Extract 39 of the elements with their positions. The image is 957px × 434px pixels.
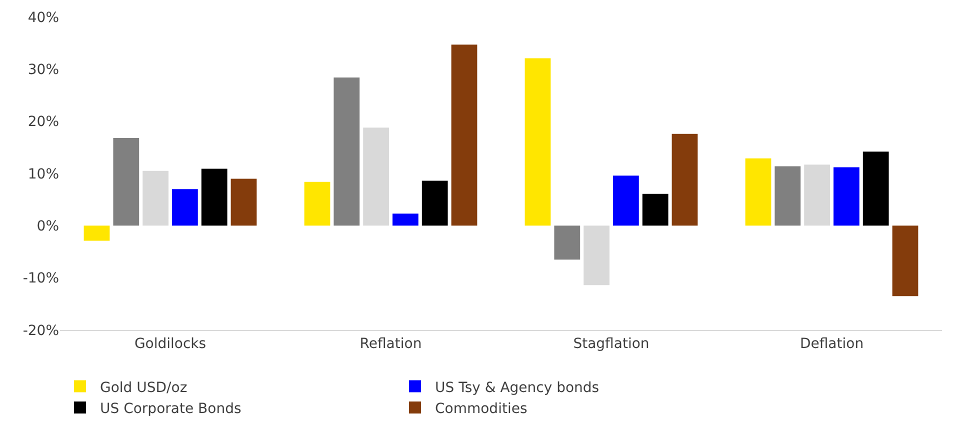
bar [422, 180, 448, 226]
bar [84, 226, 110, 241]
y-tick-label: 30% [28, 62, 59, 78]
bar [554, 226, 580, 260]
legend-label: Gold USD/oz [100, 380, 188, 396]
bar [201, 168, 228, 226]
bar [451, 44, 478, 226]
bar [172, 189, 198, 226]
x-tick-label: Goldilocks [134, 336, 206, 352]
x-tick-label: Reflation [360, 336, 422, 352]
bar [524, 58, 551, 226]
legend-label: US Corporate Bonds [100, 400, 242, 417]
bar [230, 178, 257, 226]
bar [834, 167, 860, 226]
y-tick-label: 40% [28, 10, 59, 26]
y-tick-label: 0% [36, 218, 59, 235]
x-tick-label: Stagflation [573, 336, 650, 352]
bar [304, 182, 330, 226]
bar [584, 226, 610, 286]
y-tick-label: 10% [28, 166, 59, 182]
y-tick-label: -10% [22, 270, 59, 287]
x-tick-label: Deflation [800, 336, 864, 352]
y-tick-label: 20% [28, 114, 59, 130]
bar [392, 214, 418, 226]
bar [363, 128, 389, 226]
bar [774, 166, 801, 226]
bar [892, 226, 918, 296]
bar [745, 158, 772, 226]
bar [804, 164, 830, 226]
bar [113, 138, 140, 226]
bar [613, 176, 639, 226]
bar [642, 194, 668, 226]
bar [672, 134, 698, 226]
bar [142, 170, 168, 226]
legend-label: US Tsy & Agency bonds [435, 380, 600, 396]
bar [334, 78, 360, 226]
y-tick-label: -20% [22, 322, 59, 339]
bar [862, 152, 889, 226]
legend-label: Commodities [435, 400, 528, 417]
